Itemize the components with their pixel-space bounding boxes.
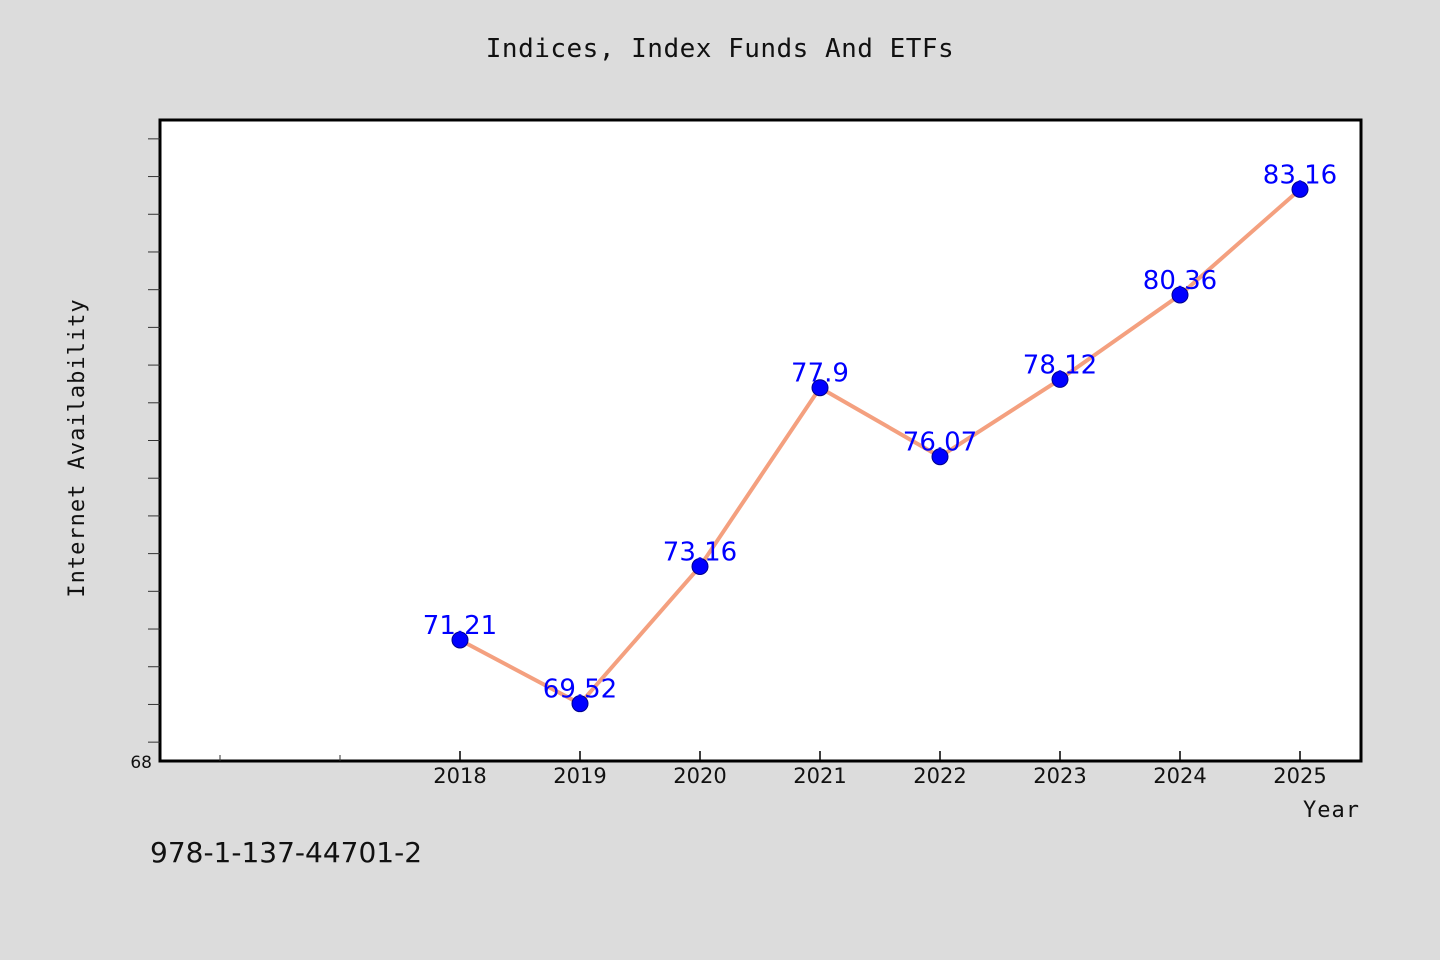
x-axis-label: Year xyxy=(1303,798,1360,823)
x-tick-label: 2020 xyxy=(673,764,726,788)
data-label: 69.52 xyxy=(543,675,617,705)
x-tick-label: 2023 xyxy=(1033,764,1086,788)
x-tick-label: 2021 xyxy=(793,764,846,788)
data-label: 76.07 xyxy=(903,428,977,458)
data-labels: 71.21 69.52 73.16 77.9 76.07 78.12 80.36 83.16 xyxy=(423,160,1337,704)
series-line-path xyxy=(458,187,1302,706)
y-minor-ticks xyxy=(148,138,160,743)
data-label: 73.16 xyxy=(663,537,737,567)
y-axis-ticks: 68 xyxy=(130,753,152,773)
data-point xyxy=(571,695,589,713)
data-point xyxy=(451,631,469,649)
isbn-code: 978-1-137-44701-2 xyxy=(150,836,423,869)
data-label: 83.16 xyxy=(1263,160,1337,190)
series-line xyxy=(458,187,1302,706)
x-axis-ticks: 2018 2019 2020 2021 2022 2023 2024 2025 xyxy=(433,751,1327,788)
x-tick-label: 2025 xyxy=(1273,764,1326,788)
x-tick-label: 2019 xyxy=(553,764,606,788)
x-tick-label: 2018 xyxy=(433,764,486,788)
data-point xyxy=(811,379,829,397)
x-tick-label: 2024 xyxy=(1153,764,1206,788)
chart-title: Indices, Index Funds And ETFs xyxy=(485,34,955,64)
data-point xyxy=(1291,180,1309,198)
series-markers xyxy=(451,180,1309,713)
y-tick-label: 68 xyxy=(130,753,152,773)
y-axis-label: Internet Availability xyxy=(65,298,90,597)
x-tick-label: 2022 xyxy=(913,764,966,788)
data-point xyxy=(691,557,709,575)
plot-area xyxy=(158,118,1363,763)
data-point xyxy=(1051,370,1069,388)
data-label: 77.9 xyxy=(791,359,849,389)
data-label: 78.12 xyxy=(1023,350,1097,380)
data-label: 80.36 xyxy=(1143,266,1217,296)
data-point xyxy=(1171,286,1189,304)
data-point xyxy=(931,448,949,466)
data-label: 71.21 xyxy=(423,611,497,641)
